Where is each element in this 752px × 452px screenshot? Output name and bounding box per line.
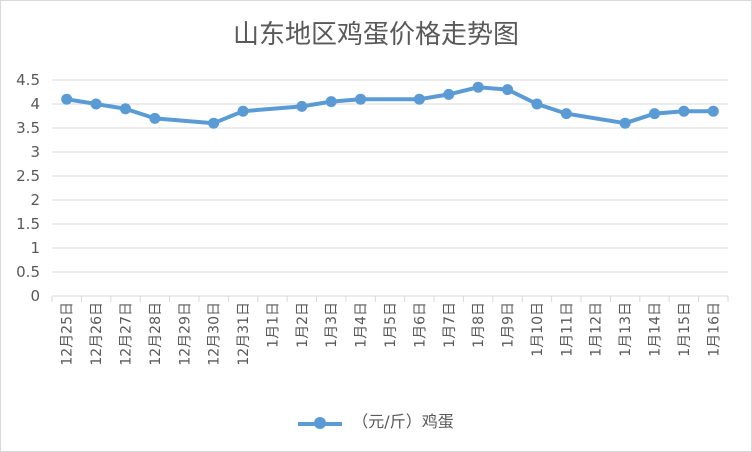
data-point: [61, 93, 73, 105]
data-point: [443, 88, 455, 100]
x-tick-label: 1月13日: [618, 302, 634, 357]
x-tick-label: 1月9日: [501, 302, 517, 348]
data-point: [413, 93, 425, 105]
data-point: [149, 112, 161, 124]
x-tick-label: 12月27日: [118, 302, 134, 366]
legend-label: （元/斤）鸡蛋: [352, 412, 454, 431]
y-tick-label: 0.5: [16, 263, 40, 281]
x-tick-label: 1月1日: [265, 302, 281, 348]
data-point: [678, 105, 690, 117]
legend-marker: [298, 416, 343, 429]
y-tick-label: 1.5: [16, 215, 40, 233]
y-tick-label: 4.5: [16, 71, 40, 89]
data-point: [237, 105, 249, 117]
x-tick-label: 1月8日: [471, 302, 487, 348]
data-point: [707, 105, 719, 117]
x-tick-label: 1月11日: [559, 302, 575, 357]
y-tick-label: 1: [30, 239, 40, 257]
y-tick-label: 4: [30, 95, 40, 113]
x-tick-label: 12月28日: [148, 302, 164, 366]
data-point: [619, 117, 631, 129]
y-tick-label: 2: [30, 191, 40, 209]
y-tick-label: 0: [30, 287, 40, 305]
y-tick-label: 3: [30, 143, 40, 161]
x-tick-label: 12月30日: [207, 302, 223, 366]
data-point: [649, 108, 661, 120]
data-point: [502, 84, 514, 96]
x-tick-label: 12月29日: [177, 302, 193, 366]
x-tick-label: 1月6日: [412, 302, 428, 348]
x-tick-label: 12月26日: [89, 302, 105, 366]
y-tick-label: 3.5: [16, 119, 40, 137]
x-tick-label: 1月15日: [677, 302, 693, 357]
y-tick-label: 2.5: [16, 167, 40, 185]
data-point: [119, 103, 131, 115]
data-point: [355, 93, 367, 105]
data-point: [325, 96, 337, 108]
x-tick-label: 1月5日: [383, 302, 399, 348]
x-tick-label: 1月12日: [589, 302, 605, 357]
data-point: [531, 98, 543, 110]
x-tick-label: 12月31日: [236, 302, 252, 366]
x-tick-label: 12月25日: [60, 302, 76, 366]
data-point: [472, 81, 484, 93]
x-tick-label: 1月4日: [354, 302, 370, 348]
chart-title: 山东地区鸡蛋价格走势图: [232, 20, 519, 50]
x-tick-label: 1月14日: [648, 302, 664, 357]
data-point: [90, 98, 102, 110]
series-line: [66, 85, 714, 126]
x-tick-label: 1月2日: [295, 302, 311, 348]
x-tick-label: 1月3日: [324, 302, 340, 348]
x-tick-label: 1月7日: [442, 302, 458, 348]
x-tick-label: 1月16日: [706, 302, 722, 357]
data-point: [296, 100, 308, 112]
x-tick-label: 1月10日: [530, 302, 546, 357]
data-point: [208, 117, 220, 129]
data-point: [560, 108, 572, 120]
legend: （元/斤）鸡蛋: [0, 408, 752, 432]
